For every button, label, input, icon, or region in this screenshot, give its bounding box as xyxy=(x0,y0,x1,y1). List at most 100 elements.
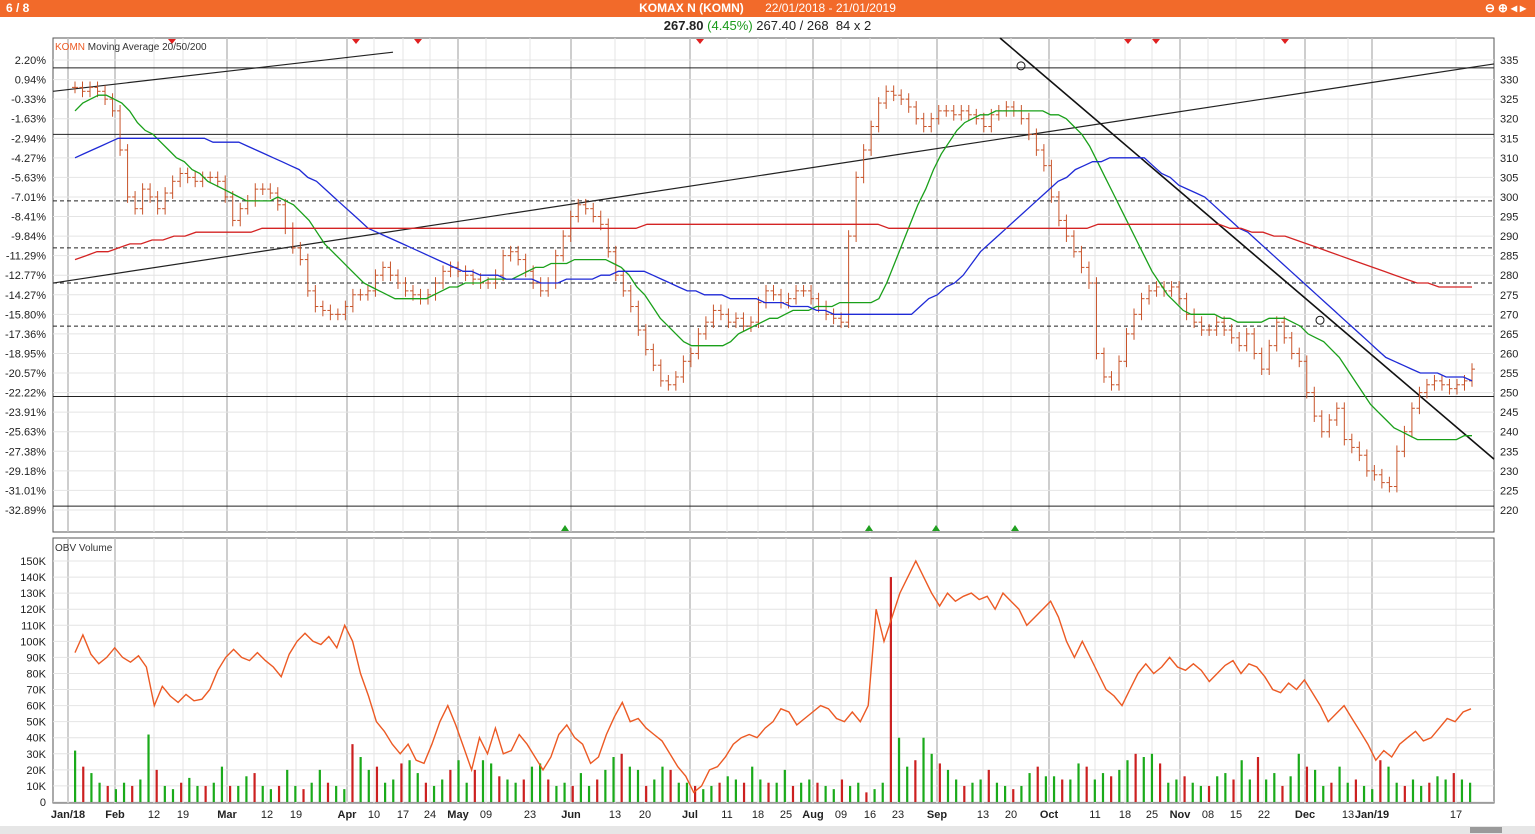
volume-bar xyxy=(1150,753,1154,802)
volume-bar xyxy=(710,785,713,802)
obv-y-tick: 120K xyxy=(20,604,46,616)
x-tick-label: Jan/19 xyxy=(1355,809,1389,821)
trendline-anchor[interactable] xyxy=(1016,61,1026,71)
volume-bar xyxy=(571,785,574,802)
volume-bar xyxy=(1305,766,1309,802)
buy-signal-marker[interactable] xyxy=(561,525,569,531)
price-left-tick: -29.18% xyxy=(5,466,46,478)
volume-bar xyxy=(506,779,509,802)
obv-volume-panel[interactable]: 0 10K 20K 30K 40K 50K 60K 70K 80K 90K 100K 110K 120K… xyxy=(20,537,1495,809)
trendline-anchor[interactable] xyxy=(1315,315,1325,325)
x-tick-label: Feb xyxy=(105,809,125,821)
volume-bar xyxy=(1101,773,1105,802)
scrollbar-thumb[interactable] xyxy=(1470,827,1502,833)
buy-signal-marker[interactable] xyxy=(1011,525,1019,531)
obv-y-tick: 30K xyxy=(26,749,46,761)
volume-bar xyxy=(547,779,550,802)
volume-bar xyxy=(490,763,493,802)
volume-bar xyxy=(539,763,542,802)
volume-bar xyxy=(465,782,468,802)
sell-signal-marker[interactable] xyxy=(414,39,422,44)
volume-bar xyxy=(1281,785,1284,802)
trendline-upper[interactable] xyxy=(52,51,394,92)
x-tick-label: 09 xyxy=(835,809,847,821)
x-axis: Jan/18 Feb 12 19 Mar 12 19 Apr 10 17 24 May 09 23 Jun 1… xyxy=(51,809,1462,821)
volume-bar xyxy=(938,763,941,802)
sell-signal-marker[interactable] xyxy=(168,39,176,44)
window-buttons[interactable]: ⊖⊕◂▸ xyxy=(1484,1,1529,15)
obv-y-tick: 0 xyxy=(40,797,46,809)
price-left-tick: -20.57% xyxy=(5,368,46,380)
volume-bar xyxy=(514,782,517,802)
volume-bar xyxy=(114,789,117,802)
x-tick-label: 19 xyxy=(177,809,189,821)
obv-y-tick: 40K xyxy=(26,733,46,745)
volume-bar xyxy=(253,773,256,802)
price-right-tick: 285 xyxy=(1500,251,1518,263)
trendline-falling[interactable] xyxy=(999,37,1495,460)
legend-text: Moving Average 20/50/200 xyxy=(88,42,207,53)
volume-bar xyxy=(155,769,158,802)
volume-bar xyxy=(1354,779,1357,802)
sell-signal-marker[interactable] xyxy=(1124,39,1132,44)
volume-bar xyxy=(400,763,403,802)
sell-signal-marker[interactable] xyxy=(1152,39,1160,44)
obv-panel-frame xyxy=(52,537,1495,804)
price-left-tick: -11.29% xyxy=(6,251,46,263)
volume-bar xyxy=(1199,785,1202,802)
price-left-tick: -22.22% xyxy=(5,388,46,400)
horizontal-scrollbar[interactable] xyxy=(0,826,1535,834)
chart-title: KOMAX N (KOMN) 22/01/2018 - 21/01/2019 xyxy=(0,1,1535,15)
volume-bar xyxy=(1240,760,1243,802)
volume-bar xyxy=(1469,782,1472,802)
volume-bar xyxy=(220,766,224,802)
volume-bar xyxy=(906,766,909,802)
price-panel[interactable]: 220 -32.89% 225 -31.01% 230 -29.18% 235 -27.38%… xyxy=(5,37,1518,533)
obv-y-tick: 70K xyxy=(26,685,46,697)
price-legend: KOMN Moving Average 20/50/200 xyxy=(55,42,207,53)
buy-signal-marker[interactable] xyxy=(865,525,873,531)
volume-bar xyxy=(914,760,917,802)
volume-bar xyxy=(1452,773,1455,802)
price-left-tick: -23.91% xyxy=(5,407,46,419)
volume-bar xyxy=(1371,789,1374,802)
volume-bar xyxy=(1224,773,1227,802)
volume-bar xyxy=(742,782,746,802)
obv-line[interactable] xyxy=(74,559,1472,794)
sell-signal-marker[interactable] xyxy=(1281,39,1289,44)
price-right-tick: 330 xyxy=(1500,75,1518,87)
volume-bar xyxy=(310,782,313,802)
volume-bar xyxy=(1167,782,1170,802)
x-tick-label: 18 xyxy=(752,809,764,821)
sell-signal-marker[interactable] xyxy=(352,39,360,44)
volume-bar xyxy=(367,769,370,802)
volume-bar xyxy=(1207,785,1211,802)
x-tick-label: Mar xyxy=(217,809,237,821)
x-tick-label: 22 xyxy=(1258,809,1270,821)
volume-bar xyxy=(628,766,631,802)
x-tick-label: Dec xyxy=(1295,809,1315,821)
volume-bar xyxy=(889,577,892,802)
volume-bar xyxy=(1159,763,1162,802)
page-indicator[interactable]: 6 / 8 xyxy=(6,1,30,15)
volume-bar xyxy=(808,779,811,802)
volume-bar xyxy=(685,782,689,802)
sell-signal-marker[interactable] xyxy=(696,39,704,44)
volume-bar xyxy=(131,785,134,802)
buy-signal-marker[interactable] xyxy=(932,525,940,531)
volume-bar xyxy=(1036,766,1039,802)
volume-bar xyxy=(188,777,191,802)
volume-bar xyxy=(1330,782,1333,802)
volume-bar xyxy=(457,760,460,802)
x-tick-label: 20 xyxy=(639,809,651,821)
instrument-name: KOMAX N (KOMN) xyxy=(639,1,744,15)
x-tick-label: 23 xyxy=(524,809,536,821)
volume-bar xyxy=(677,782,680,802)
volume-bar xyxy=(922,737,925,802)
ma200-line[interactable] xyxy=(74,223,1472,288)
ma20-line[interactable] xyxy=(74,94,1472,441)
volume-bar xyxy=(1444,779,1447,802)
chart-canvas[interactable]: 220-32.89%225-31.01%230-29.18%235-27.38%… xyxy=(0,35,1535,826)
price-left-tick: -31.01% xyxy=(5,485,46,497)
obv-y-tick: 90K xyxy=(26,652,46,664)
